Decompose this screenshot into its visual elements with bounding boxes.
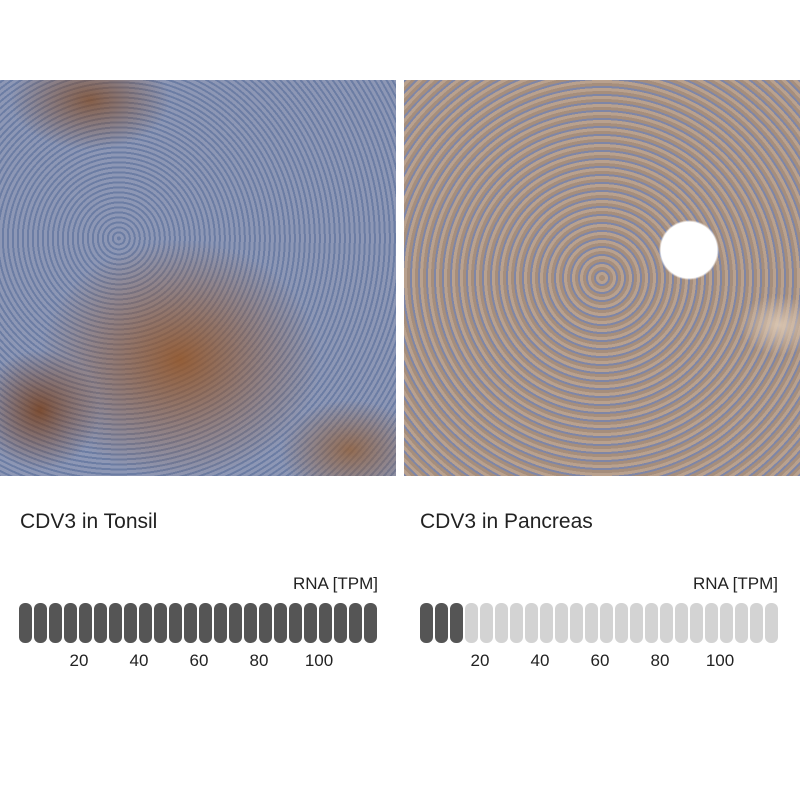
rna-segment [154,603,167,643]
rna-segment [364,603,377,643]
rna-segment [244,603,257,643]
rna-segment [495,603,508,643]
rna-segment [199,603,212,643]
rna-segment [139,603,152,643]
rna-segment [34,603,47,643]
tonsil-title: CDV3 in Tonsil [20,510,158,533]
rna-segment [690,603,703,643]
rna-segment [675,603,688,643]
tonsil-rna-label: RNA [TPM] [292,574,378,593]
rna-segment [630,603,643,643]
rna-segment [510,603,523,643]
rna-segment [214,603,227,643]
pancreas-rna-label: RNA [TPM] [692,574,778,593]
pancreas-tissue-image [404,80,800,476]
rna-segment [289,603,302,643]
tick-label: 60 [189,651,209,670]
tick-label: 40 [530,651,550,670]
tonsil-tissue-image [0,80,396,476]
tick-label: 80 [249,651,269,670]
rna-segment [615,603,628,643]
rna-segment [555,603,568,643]
rna-segment [304,603,317,643]
rna-segment [585,603,598,643]
rna-segment [94,603,107,643]
rna-segment [480,603,493,643]
rna-segment [184,603,197,643]
rna-segment [334,603,347,643]
rna-segment [660,603,673,643]
rna-segment [349,603,362,643]
rna-segment [450,603,463,643]
rna-segment [49,603,62,643]
rna-segment [19,603,32,643]
rna-segment [79,603,92,643]
pancreas-title: CDV3 in Pancreas [420,510,593,533]
tick-label: 100 [705,651,735,670]
rna-segment [765,603,778,643]
rna-segment [259,603,272,643]
rna-segment [435,603,448,643]
tick-label: 20 [470,651,490,670]
rna-segment [64,603,77,643]
rna-segment [169,603,182,643]
rna-segment [525,603,538,643]
rna-segment [570,603,583,643]
rna-segment [420,603,433,643]
tonsil-rna-bar [19,603,377,643]
rna-segment [750,603,763,643]
rna-segment [735,603,748,643]
rna-segment [124,603,137,643]
tick-label: 80 [650,651,670,670]
rna-segment [600,603,613,643]
pancreas-rna-bar [420,603,778,643]
rna-segment [229,603,242,643]
rna-segment [109,603,122,643]
rna-segment [705,603,718,643]
tick-label: 100 [304,651,334,670]
tick-label: 60 [590,651,610,670]
rna-segment [720,603,733,643]
tick-label: 20 [69,651,89,670]
rna-segment [274,603,287,643]
rna-segment [540,603,553,643]
tick-label: 40 [129,651,149,670]
rna-segment [465,603,478,643]
rna-segment [645,603,658,643]
rna-segment [319,603,332,643]
